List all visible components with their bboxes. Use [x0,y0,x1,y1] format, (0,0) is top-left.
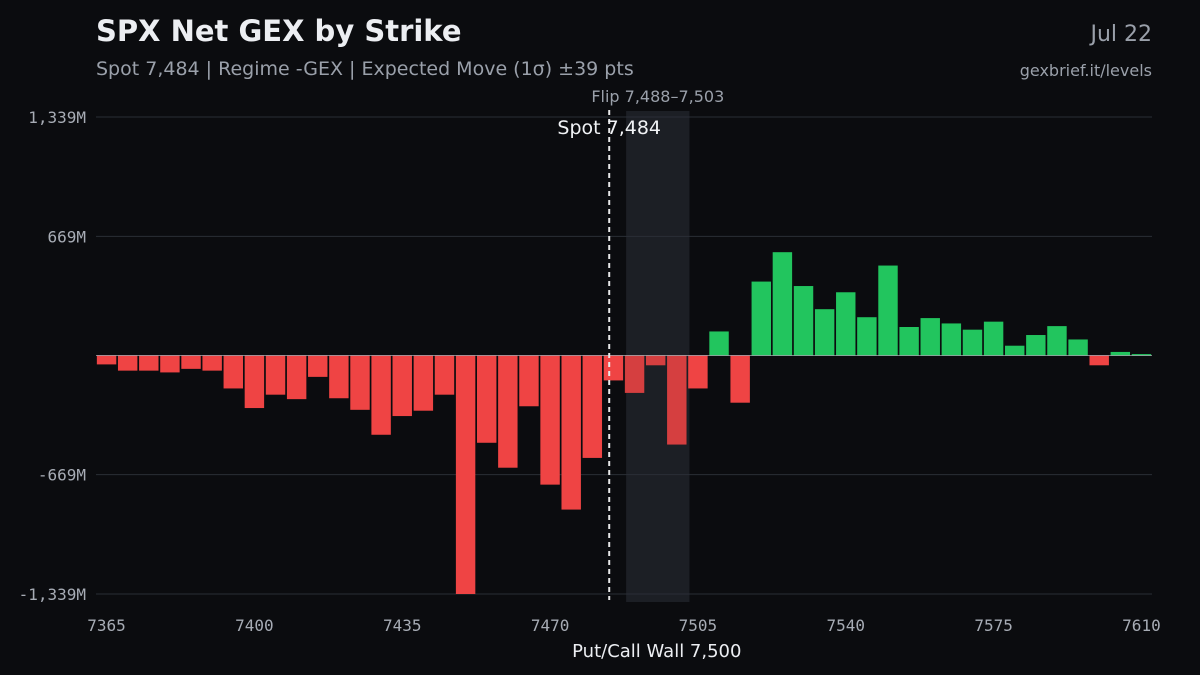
bar [603,355,624,381]
bar [1047,326,1067,356]
bar [1005,345,1025,356]
bar [181,355,201,369]
bar [244,355,265,409]
x-tick-label: 7365 [87,616,126,635]
bar [117,355,138,371]
x-tick-label: 7435 [383,616,422,635]
bar [265,355,286,395]
bar [308,355,328,377]
bar [202,355,222,371]
bar [350,355,370,410]
bar [519,355,539,407]
bar [983,321,1004,356]
bar [1068,339,1088,356]
chart-subtitle: Spot 7,484 | Regime -GEX | Expected Move… [96,58,634,80]
flip-zone-label: Flip 7,488–7,503 [591,87,724,106]
x-tick-label: 7400 [235,616,274,635]
bar [413,355,434,411]
bar [751,281,771,356]
bar [962,329,983,356]
x-tick-label: 7540 [826,616,865,635]
bar [1089,355,1109,366]
wall-label: Put/Call Wall 7,500 [572,641,741,662]
bar [688,355,708,389]
x-tick-label: 7470 [531,616,570,635]
bar [561,355,581,510]
x-tick-label: 7505 [679,616,718,635]
bar [455,355,476,594]
bar [857,317,877,356]
bar [941,323,962,356]
bar [920,318,940,356]
y-tick-label: -669M [38,466,86,485]
source-link[interactable]: gexbrief.it/levels [1019,61,1152,80]
bar [540,355,560,485]
date-label: Jul 22 [1090,22,1152,47]
y-tick-label: 1,339M [28,108,86,127]
bar [582,355,603,458]
bar [286,355,307,400]
bar [1110,351,1131,356]
spot-label: Spot 7,484 [557,117,661,139]
bar [160,355,180,373]
bar [667,355,687,445]
bar [772,252,793,356]
bar [645,355,666,366]
bar [899,327,919,356]
bar [329,355,349,399]
bar [434,355,455,395]
bar [793,286,814,356]
bar [477,355,497,443]
bar [836,292,856,356]
x-tick-label: 7575 [974,616,1013,635]
bar [371,355,391,435]
x-tick-label: 7610 [1122,616,1161,635]
bar [498,355,518,468]
chart-title: SPX Net GEX by Strike [96,14,462,48]
bar [709,331,729,356]
y-tick-label: 669M [47,227,86,246]
bar [814,309,835,356]
y-tick-label: -1,339M [19,585,86,604]
bar [139,355,159,371]
bar [96,355,117,365]
bar [878,265,898,356]
bar [1026,335,1046,356]
bar [624,355,645,393]
bar [392,355,412,417]
bar [730,355,750,403]
bar [223,355,243,389]
bar [1131,354,1152,356]
